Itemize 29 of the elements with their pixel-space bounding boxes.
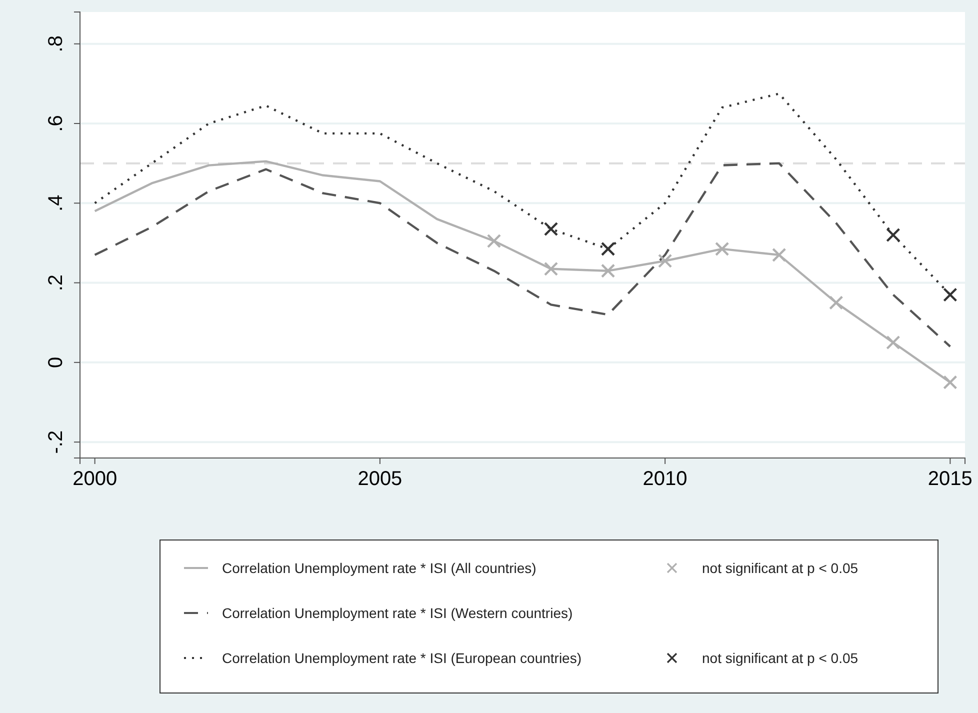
legend-label: Correlation Unemployment rate * ISI (All countries)	[222, 560, 536, 576]
point	[600, 242, 616, 256]
line-series	[94, 162, 952, 348]
y-tick-label: .8	[45, 36, 67, 52]
point	[886, 335, 900, 350]
y-tick-label: -.2	[45, 430, 67, 454]
y-tick-label: 0	[45, 356, 67, 368]
legend-label: Correlation Unemployment rate * ISI (European countries)	[222, 650, 582, 666]
point	[600, 264, 616, 278]
y-tick-label: .2	[45, 274, 67, 292]
x-tick-label: 2010	[642, 468, 688, 490]
y-tick-label: .4	[45, 194, 67, 212]
point	[829, 296, 844, 310]
legend-label: not significant at p < 0.05	[702, 650, 858, 666]
x-tick-label: 2015	[928, 468, 972, 490]
point	[486, 234, 502, 248]
point	[886, 228, 900, 242]
x-tick-label: 2005	[358, 468, 402, 490]
x-tick-label: 2000	[72, 468, 118, 490]
y-tick-label: .6	[45, 115, 67, 132]
point	[714, 242, 730, 256]
legend-label: not significant at p < 0.05	[702, 560, 858, 576]
point	[943, 375, 958, 390]
legend-label: Correlation Unemployment rate * ISI (Western countries)	[222, 605, 573, 621]
point	[544, 222, 558, 236]
point	[658, 254, 672, 268]
point	[544, 262, 558, 276]
point	[943, 288, 958, 302]
point	[772, 248, 786, 262]
